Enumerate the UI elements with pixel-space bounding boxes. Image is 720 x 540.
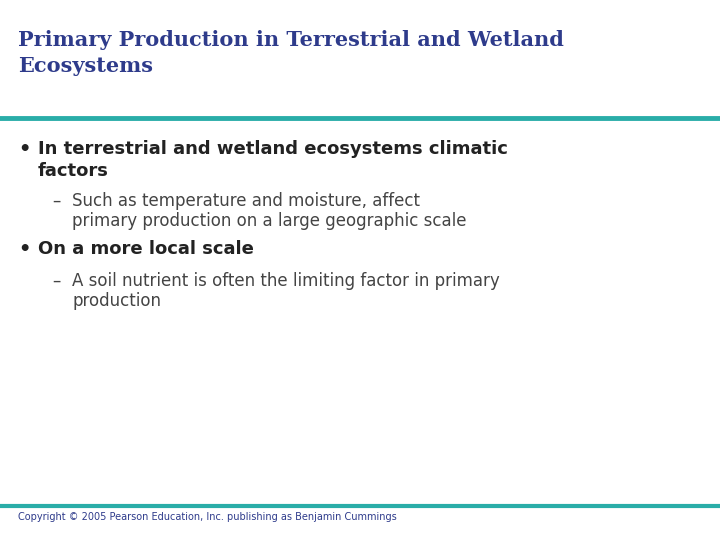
Text: On a more local scale: On a more local scale (38, 240, 254, 258)
Text: Copyright © 2005 Pearson Education, Inc. publishing as Benjamin Cummings: Copyright © 2005 Pearson Education, Inc.… (18, 512, 397, 522)
Text: factors: factors (38, 162, 109, 180)
Text: Such as temperature and moisture, affect: Such as temperature and moisture, affect (72, 192, 420, 210)
Text: primary production on a large geographic scale: primary production on a large geographic… (72, 212, 467, 230)
Text: •: • (18, 240, 30, 259)
Text: A soil nutrient is often the limiting factor in primary: A soil nutrient is often the limiting fa… (72, 272, 500, 290)
Text: –: – (52, 272, 60, 290)
Text: •: • (18, 140, 30, 159)
Text: –: – (52, 192, 60, 210)
Text: In terrestrial and wetland ecosystems climatic: In terrestrial and wetland ecosystems cl… (38, 140, 508, 158)
Text: Ecosystems: Ecosystems (18, 56, 153, 76)
Text: Primary Production in Terrestrial and Wetland: Primary Production in Terrestrial and We… (18, 30, 564, 50)
Text: production: production (72, 292, 161, 310)
